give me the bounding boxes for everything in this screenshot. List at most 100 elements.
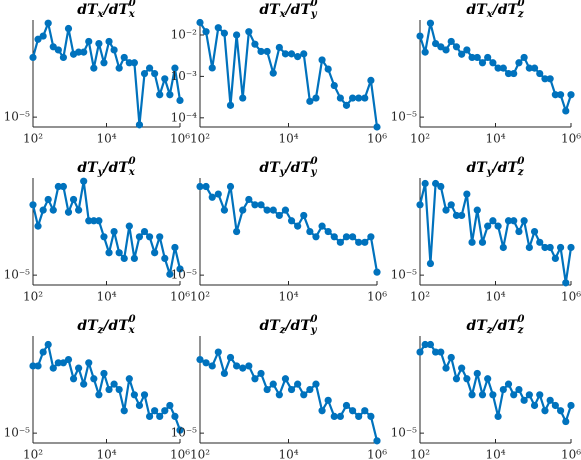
x-tick-label: 10⁶ [170, 290, 190, 304]
data-point [510, 391, 518, 399]
x-tick-label: 10² [23, 132, 43, 146]
data-point [281, 375, 290, 383]
title-part: /dT [491, 2, 520, 18]
data-point [536, 391, 544, 399]
data-point [541, 243, 549, 252]
data-point [484, 53, 492, 62]
data-point [373, 268, 381, 276]
data-point [156, 233, 164, 241]
data-point [504, 69, 513, 78]
data-point [312, 380, 320, 388]
data-point [468, 53, 476, 62]
data-point [145, 412, 154, 421]
data-point [145, 233, 154, 241]
data-point [367, 233, 375, 241]
title-part: z [517, 9, 524, 20]
data-point [202, 359, 210, 367]
y-tick-label: 10⁻⁵ [391, 426, 418, 440]
data-point [525, 243, 533, 252]
data-point [468, 391, 476, 399]
title-part: /dT [491, 160, 520, 176]
data-point [64, 24, 73, 33]
data-point [251, 375, 259, 383]
data-point [546, 75, 554, 83]
data-point [536, 238, 544, 246]
data-point [510, 69, 518, 78]
data-point [135, 121, 144, 129]
data-point [447, 37, 455, 46]
data-line [31, 180, 182, 276]
data-point [176, 426, 184, 434]
data-point [463, 375, 471, 383]
data-point [69, 195, 78, 204]
data-point [208, 362, 216, 370]
title-part: 0 [518, 156, 525, 167]
data-line [199, 350, 379, 442]
data-point [294, 380, 302, 388]
data-point [541, 75, 549, 83]
x-tick-label: 10⁶ [170, 448, 190, 460]
data-point [161, 254, 169, 263]
data-point [442, 46, 450, 54]
subplot-title: dTz/dTy0 [259, 314, 317, 336]
data-point [442, 364, 450, 372]
data-point [484, 375, 492, 383]
data-point [373, 437, 381, 445]
data-point [281, 206, 290, 214]
x-tick-label: 10² [190, 132, 210, 146]
data-point [484, 222, 492, 230]
data-point [202, 28, 210, 36]
title-part: dT [466, 160, 488, 176]
data-point [355, 412, 363, 421]
data-point [306, 385, 314, 394]
data-point [115, 249, 123, 257]
data-point [90, 375, 98, 383]
x-tick-label: 10⁴ [278, 290, 298, 304]
data-point [263, 206, 271, 214]
title-part: 0 [311, 156, 318, 167]
y-tick-label: 10⁻³ [171, 69, 198, 83]
subplot: dTx/dTy0 10² 10⁴ 10⁶ 10⁻⁴ 10⁻³ 10⁻² [171, 0, 388, 146]
x-tick-label: 10² [410, 290, 430, 304]
x-tick-label: 10⁴ [485, 290, 505, 304]
data-point [530, 227, 539, 236]
data-line [199, 21, 379, 128]
title-part: /dT [284, 2, 313, 18]
data-point [432, 348, 440, 356]
data-point [567, 401, 575, 410]
data-point [447, 201, 455, 209]
title-part: y [310, 9, 318, 20]
data-point [171, 243, 179, 252]
data-point [214, 24, 222, 32]
data-point [536, 69, 544, 78]
data-point [269, 380, 277, 388]
data-point [437, 182, 445, 191]
data-point [306, 227, 314, 236]
data-point [336, 94, 344, 102]
data-point [140, 69, 149, 78]
data-point [294, 53, 302, 61]
y-tick-label: 10⁻⁵ [4, 268, 31, 282]
subplot-title: dTx/dTx0 [77, 0, 136, 20]
x-tick-label: 10⁶ [561, 290, 581, 304]
data-point [426, 19, 435, 27]
subplot: dTx/dTz0 10² 10⁴ 10⁶ 10⁻⁵ [391, 0, 581, 146]
data-point [556, 243, 565, 252]
data-point [556, 91, 565, 99]
title-part: z [97, 325, 104, 336]
data-point [135, 233, 144, 241]
data-point [336, 412, 344, 421]
data-point [306, 97, 314, 105]
x-tick-label: 10² [190, 290, 210, 304]
data-point [367, 76, 375, 85]
data-point [245, 362, 253, 370]
data-point [130, 391, 138, 399]
data-point [44, 195, 52, 204]
data-point [489, 59, 497, 67]
data-point [49, 206, 57, 214]
data-point [220, 369, 229, 378]
data-point [161, 75, 169, 83]
data-point [269, 206, 277, 214]
